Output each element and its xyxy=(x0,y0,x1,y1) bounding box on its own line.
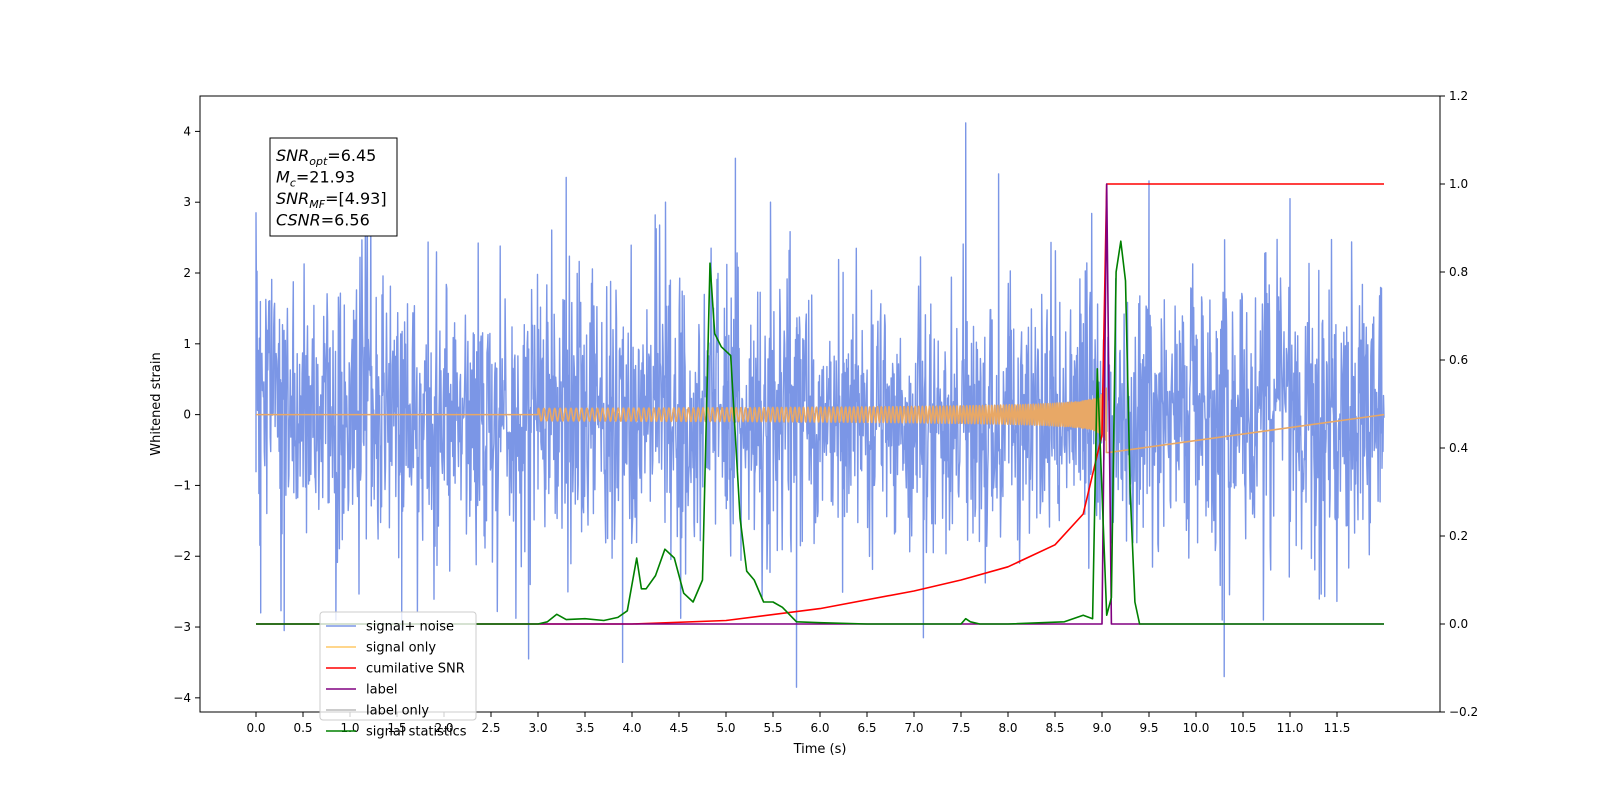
x-tick-label: 10.5 xyxy=(1230,721,1257,735)
x-tick-label: 5.5 xyxy=(763,721,782,735)
x-tick-label: 2.5 xyxy=(481,721,500,735)
y-tick-label: −2 xyxy=(173,549,191,563)
annotation-line: SNRMF=[4.93] xyxy=(276,189,387,211)
y-tick-label: 0 xyxy=(183,408,191,422)
x-tick-label: 4.5 xyxy=(669,721,688,735)
legend-label: cumilative SNR xyxy=(366,662,465,677)
series-layer xyxy=(255,122,1385,688)
x-tick-label: 6.5 xyxy=(857,721,876,735)
x-tick-label: 6.0 xyxy=(810,721,829,735)
x-tick-label: 7.5 xyxy=(951,721,970,735)
x-tick-label: 10.0 xyxy=(1183,721,1210,735)
x-tick-label: 3.0 xyxy=(528,721,547,735)
y-axis-left: 4 3 2 1 0 −1 −2 −3 −4 xyxy=(173,124,200,705)
x-tick-label: 1.0 xyxy=(340,721,359,735)
legend: signal+ noise signal only cumilative SNR la… xyxy=(319,611,477,740)
series-line-cumilative-snr xyxy=(256,183,1384,625)
y2-tick-label: 0.2 xyxy=(1449,529,1468,543)
x-tick-label: 0.0 xyxy=(246,721,265,735)
y-tick-label: 1 xyxy=(183,337,191,351)
annotation-symbol: CSNR xyxy=(276,211,321,230)
annotation-symbol: M xyxy=(276,168,290,187)
x-tick-label: 1.5 xyxy=(387,721,406,735)
x-tick-label: 9.5 xyxy=(1139,721,1158,735)
y-tick-label: 2 xyxy=(183,266,191,280)
annotation-value: =6.56 xyxy=(321,211,370,230)
x-axis-label: Time (s) xyxy=(793,742,847,757)
y-tick-label: 3 xyxy=(183,195,191,209)
annotation-line: CSNR=6.56 xyxy=(276,211,370,230)
y2-tick-label: 0.8 xyxy=(1449,265,1468,279)
annotation-frame xyxy=(269,137,398,237)
annotation-subscript: c xyxy=(290,177,296,190)
y2-tick-label: 0.4 xyxy=(1449,441,1468,455)
annotation-symbol: SNR xyxy=(276,189,309,208)
x-tick-label: 9.0 xyxy=(1092,721,1111,735)
annotation-line: SNRopt=6.45 xyxy=(276,146,376,168)
x-tick-label: 8.5 xyxy=(1045,721,1064,735)
x-tick-label: 3.5 xyxy=(575,721,594,735)
y-axis-label: Whitened strain xyxy=(149,352,164,455)
x-tick-label: 0.5 xyxy=(293,721,312,735)
annotation-value: =21.93 xyxy=(296,168,355,187)
legend-label: label xyxy=(366,683,397,698)
legend-label: signal statistics xyxy=(366,725,467,740)
y-tick-label: 4 xyxy=(183,124,191,138)
y2-tick-label: 1.0 xyxy=(1449,177,1468,191)
series-line-signal-only xyxy=(256,387,1385,454)
x-tick-label: 11.5 xyxy=(1324,721,1351,735)
annotation-value: =[4.93] xyxy=(325,189,387,208)
x-axis: 0.0 0.5 1.0 1.5 2.0 2.5 3.0 3.5 4.0 4.5 5.0 5.5 6.0 6… xyxy=(246,712,1350,735)
y-tick-label: −3 xyxy=(173,620,191,634)
annotation-line: Mc=21.93 xyxy=(276,168,355,190)
annotation-symbol: SNR xyxy=(276,146,309,165)
x-tick-label: 5.0 xyxy=(716,721,735,735)
y-axis-right: 1.2 1.0 0.8 0.6 0.4 0.2 0.0 −0.2 xyxy=(1440,89,1478,719)
x-tick-label: 2.0 xyxy=(434,721,453,735)
legend-label: label only xyxy=(366,704,429,719)
y2-tick-label: 0.0 xyxy=(1449,617,1468,631)
x-tick-label: 8.0 xyxy=(998,721,1017,735)
y2-tick-label: 1.2 xyxy=(1449,89,1468,103)
series-line-signal-noise xyxy=(255,122,1385,688)
x-tick-label: 7.0 xyxy=(904,721,923,735)
annotation-subscript: opt xyxy=(309,155,328,168)
y2-tick-label: −0.2 xyxy=(1449,705,1478,719)
y2-tick-label: 0.6 xyxy=(1449,353,1468,367)
legend-label: signal+ noise xyxy=(366,620,454,635)
y-tick-label: −1 xyxy=(173,478,191,492)
legend-frame xyxy=(319,611,477,721)
legend-label: signal only xyxy=(366,641,436,656)
x-tick-label: 4.0 xyxy=(622,721,641,735)
annotation-value: =6.45 xyxy=(327,146,376,165)
x-tick-label: 11.0 xyxy=(1277,721,1304,735)
series-line-signal-statistics xyxy=(256,240,1384,625)
annotation-subscript: MF xyxy=(309,198,325,211)
y-tick-label: −4 xyxy=(173,691,191,705)
